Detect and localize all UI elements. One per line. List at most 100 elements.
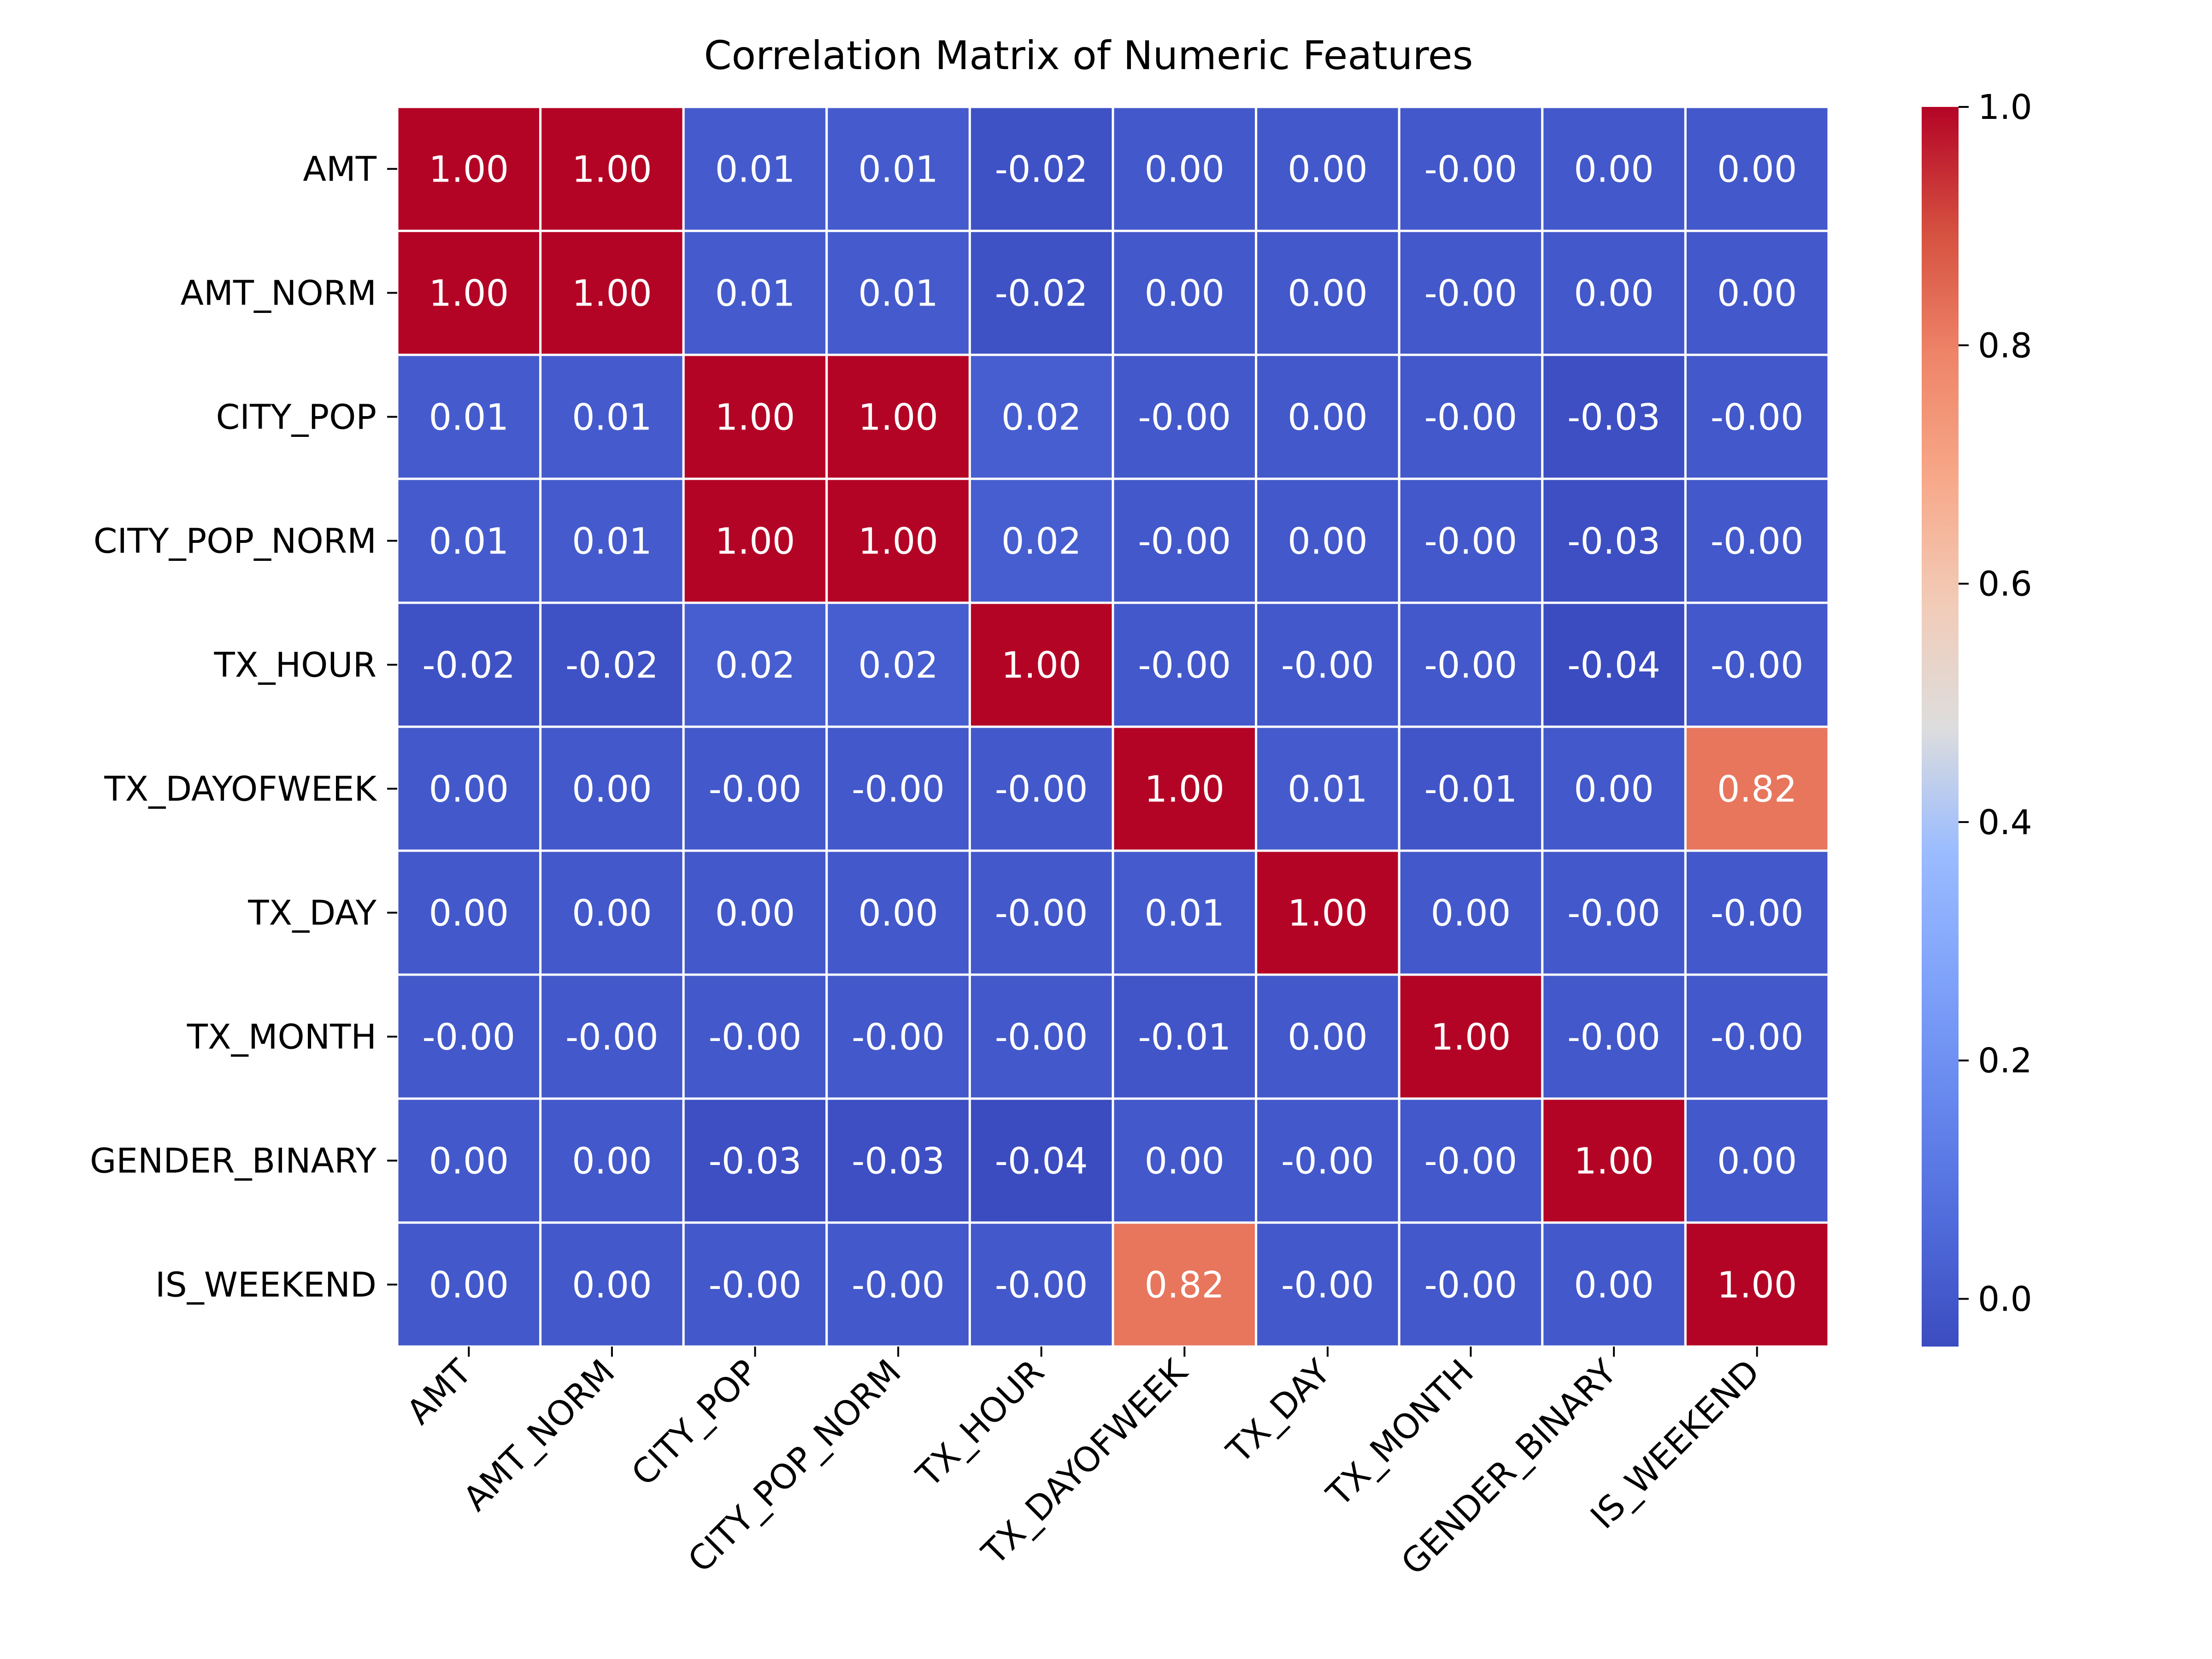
y-tick-label: CITY_POP_NORM — [94, 522, 377, 561]
heatmap-cell — [1112, 601, 1258, 728]
heatmap-cell — [968, 973, 1114, 1100]
heatmap-cell — [682, 1097, 828, 1224]
cell-value-label: 0.01 — [858, 273, 938, 315]
cell-value-label: 0.82 — [1144, 1265, 1224, 1306]
heatmap-cell — [1255, 849, 1400, 976]
heatmap-cell — [1541, 229, 1687, 356]
cell-value-label: -0.00 — [1711, 397, 1804, 439]
cell-value-label: -0.01 — [1138, 1017, 1231, 1059]
cell-value-label: 0.00 — [1144, 149, 1224, 191]
cell-value-label: 0.01 — [429, 397, 509, 439]
cell-value-label: 0.00 — [1144, 273, 1224, 315]
heatmap-cell — [1398, 1097, 1544, 1224]
cell-value-label: 1.00 — [715, 397, 795, 439]
heatmap-cell — [1684, 973, 1830, 1100]
heatmap-cell — [1684, 1097, 1830, 1224]
cell-value-label: -0.00 — [1424, 149, 1518, 191]
cell-value-label: 0.01 — [429, 521, 509, 563]
heatmap-cell — [1684, 106, 1830, 232]
heatmap-cell — [1255, 229, 1400, 356]
cell-value-label: -0.03 — [1567, 397, 1660, 439]
heatmap-cell — [1112, 477, 1258, 604]
heatmap-cell — [1112, 849, 1258, 976]
heatmap-cell — [539, 229, 685, 356]
cell-value-label: 0.00 — [1717, 273, 1797, 315]
cell-value-label: 0.00 — [1144, 1141, 1224, 1182]
cell-value-label: -0.00 — [1281, 645, 1374, 687]
cell-value-label: -0.00 — [995, 1017, 1088, 1059]
heatmap-cell — [1255, 477, 1400, 604]
heatmap-cell — [396, 1221, 542, 1348]
cell-value-label: -0.00 — [709, 1265, 802, 1306]
cell-value-label: 0.00 — [858, 893, 938, 935]
cell-value-label: 0.02 — [858, 645, 938, 687]
x-tick-label: CITY_POP — [624, 1352, 765, 1494]
cell-value-label: 0.02 — [1001, 397, 1082, 439]
x-tick-label: TX_MONTH — [1319, 1352, 1481, 1514]
chart-title: Correlation Matrix of Numeric Features — [704, 33, 1473, 79]
cell-value-label: 0.00 — [1574, 1265, 1654, 1306]
cell-value-label: -0.00 — [1567, 893, 1660, 935]
cell-value-label: 0.01 — [715, 149, 795, 191]
heatmap-cell — [1112, 229, 1258, 356]
heatmap-cell — [968, 1221, 1114, 1348]
heatmap-cell — [825, 973, 971, 1100]
cell-value-label: 0.00 — [572, 1265, 652, 1306]
cell-value-label: 1.00 — [858, 521, 938, 563]
heatmap-cell — [968, 725, 1114, 852]
colorbar-tick-label: 0.2 — [1978, 1041, 2032, 1081]
cell-value-label: -0.00 — [1711, 521, 1804, 563]
heatmap-cell — [1684, 353, 1830, 480]
cell-value-label: -0.00 — [852, 1265, 945, 1306]
heatmap-cell — [1684, 849, 1830, 976]
heatmap-cell — [1255, 1221, 1400, 1348]
cell-value-label: 1.00 — [858, 397, 938, 439]
heatmap-cell — [1541, 601, 1687, 728]
heatmap-cell — [396, 353, 542, 480]
cell-value-label: 0.00 — [1574, 273, 1654, 315]
cell-value-label: 0.00 — [429, 893, 509, 935]
cell-value-label: -0.01 — [1424, 769, 1518, 811]
y-tick-label: AMT_NORM — [180, 274, 377, 313]
cell-value-label: -0.00 — [852, 1017, 945, 1059]
heatmap-cell-labels: 1.00 1.00 0.01 0.01 -0.02 0.00 0.00 -0.00 0.00 0.… — [422, 149, 1803, 1306]
cell-value-label: 0.01 — [572, 397, 652, 439]
cell-value-label: -0.00 — [1711, 645, 1804, 687]
heatmap-cell — [396, 477, 542, 604]
heatmap-cell — [1255, 973, 1400, 1100]
heatmap-cell — [1541, 973, 1687, 1100]
colorbar-tick-label: 0.0 — [1978, 1280, 2032, 1319]
heatmap-cell — [1541, 725, 1687, 852]
heatmap-cell — [1684, 601, 1830, 728]
heatmap-cell — [1684, 477, 1830, 604]
cell-value-label: -0.00 — [852, 769, 945, 811]
cell-value-label: -0.00 — [1424, 521, 1518, 563]
cell-value-label: -0.00 — [1711, 893, 1804, 935]
cell-value-label: -0.00 — [1138, 397, 1231, 439]
heatmap-cell — [1541, 353, 1687, 480]
cell-value-label: 0.00 — [572, 769, 652, 811]
cell-value-label: 0.00 — [1574, 769, 1654, 811]
heatmap-cell — [1398, 601, 1544, 728]
cell-value-label: -0.02 — [565, 645, 659, 687]
cell-value-label: 0.00 — [1288, 521, 1368, 563]
heatmap-cell — [825, 849, 971, 976]
heatmap-cells — [396, 106, 1830, 1348]
cell-value-label: -0.00 — [1424, 645, 1518, 687]
cell-value-label: -0.00 — [1424, 397, 1518, 439]
y-tick-label: TX_HOUR — [214, 646, 377, 685]
cell-value-label: -0.00 — [1281, 1265, 1374, 1306]
colorbar: 0.0 0.2 0.4 0.6 0.8 1.0 — [1922, 88, 2032, 1347]
heatmap-cell — [1398, 353, 1544, 480]
heatmap-cell — [1255, 1097, 1400, 1224]
colorbar-tick-label: 0.8 — [1978, 326, 2032, 365]
cell-value-label: 1.00 — [429, 149, 509, 191]
heatmap-cell — [1541, 477, 1687, 604]
heatmap-cell — [1684, 1221, 1830, 1348]
cell-value-label: 0.00 — [715, 893, 795, 935]
cell-value-label: 0.82 — [1717, 769, 1797, 811]
heatmap-cell — [1112, 973, 1258, 1100]
heatmap-cell — [396, 725, 542, 852]
heatmap-cell — [1541, 1097, 1687, 1224]
cell-value-label: 1.00 — [1001, 645, 1082, 687]
